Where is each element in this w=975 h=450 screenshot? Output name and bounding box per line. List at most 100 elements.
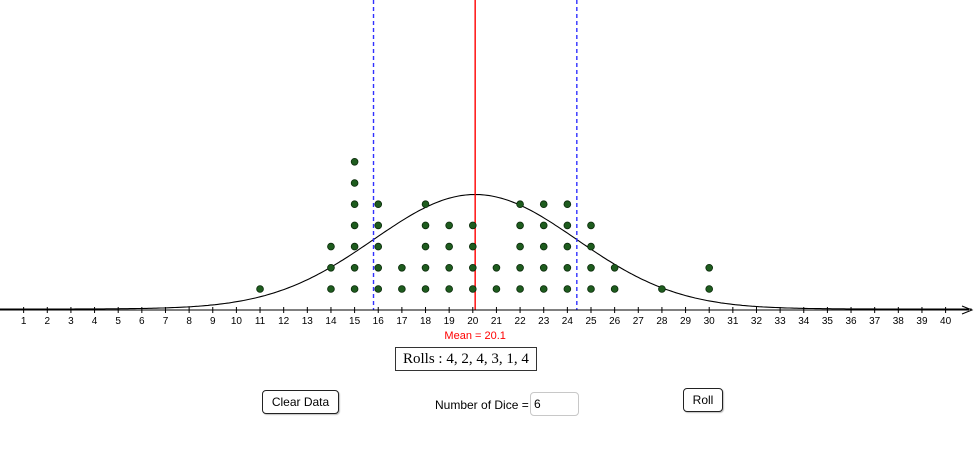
data-dot: [516, 242, 524, 251]
x-tick-label: 3: [68, 316, 74, 327]
x-tick-label: 23: [538, 316, 550, 327]
rolls-display: Rolls : 4, 2, 4, 3, 1, 4: [395, 347, 537, 371]
data-dot: [350, 179, 359, 187]
x-tick-label: 26: [609, 316, 621, 327]
data-dot: [563, 242, 572, 251]
data-dot: [374, 285, 383, 293]
data-dot: [350, 221, 359, 230]
data-dot: [705, 263, 713, 272]
data-dot: [421, 242, 430, 251]
x-tick-label: 21: [491, 316, 503, 327]
data-dot: [516, 200, 524, 209]
x-tick-label: 8: [186, 316, 192, 327]
x-tick-label: 16: [373, 316, 385, 327]
data-dot: [563, 200, 572, 209]
x-tick-label: 39: [916, 316, 928, 327]
data-dot: [374, 200, 383, 209]
number-of-dice-label: Number of Dice =: [435, 398, 529, 412]
data-dot: [492, 285, 501, 293]
x-tick-label: 9: [210, 316, 216, 327]
data-dot: [398, 285, 406, 293]
number-of-dice-input[interactable]: [530, 392, 579, 416]
data-dot: [421, 285, 430, 293]
data-dot: [350, 242, 359, 251]
x-tick-label: 2: [44, 316, 50, 327]
dot-plot-chart: Mean = 20.1 1 2 3 4 5 6 7 8 9 10 11 12 13 14 15 16 17 18 1…: [0, 0, 974, 340]
normal-curve: [0, 193, 972, 310]
data-dot: [445, 263, 453, 272]
x-tick-label: 7: [163, 316, 169, 327]
x-tick-label: 22: [515, 316, 527, 327]
x-tick-label: 33: [775, 316, 787, 327]
clear-data-button[interactable]: Clear Data: [262, 390, 339, 414]
data-dot: [705, 285, 713, 293]
x-tick-label: 40: [940, 316, 952, 327]
x-tick-label: 14: [325, 316, 337, 327]
x-tick-label: 6: [139, 316, 145, 327]
data-dot: [539, 285, 548, 293]
data-dot: [516, 263, 524, 272]
data-dot: [445, 285, 453, 293]
data-dot: [492, 263, 501, 272]
data-dot: [516, 221, 524, 230]
x-tick-label: 30: [704, 316, 716, 327]
data-dot: [563, 263, 572, 272]
data-dot: [350, 285, 359, 293]
x-tick-label: 17: [396, 316, 408, 327]
x-tick-label: 12: [278, 316, 290, 327]
x-tick-label: 24: [562, 316, 574, 327]
data-dot: [587, 221, 595, 230]
x-tick-label: 18: [420, 316, 432, 327]
x-tick-label: 15: [349, 316, 361, 327]
data-dot: [327, 263, 335, 272]
x-tick-label: 35: [822, 316, 834, 327]
x-tick-label: 29: [680, 316, 692, 327]
x-tick-label: 37: [869, 316, 881, 327]
data-dot: [539, 200, 548, 209]
x-tick-label: 28: [656, 316, 668, 327]
x-tick-label: 20: [467, 316, 479, 327]
data-dot: [539, 263, 548, 272]
data-dot: [516, 285, 524, 293]
data-dot: [421, 221, 430, 230]
data-dot: [374, 221, 383, 230]
data-dot: [421, 200, 430, 209]
data-dot: [539, 221, 548, 230]
x-tick-label: 27: [633, 316, 645, 327]
x-tick-label: 11: [255, 316, 266, 327]
data-dot: [610, 263, 619, 272]
mean-label: Mean = 20.1: [444, 330, 505, 340]
data-dot: [327, 285, 335, 293]
data-dot: [350, 263, 359, 272]
data-dot: [421, 263, 430, 272]
data-dot: [563, 285, 572, 293]
data-dot: [587, 285, 595, 293]
x-tick-label: 31: [727, 316, 739, 327]
roll-button[interactable]: Roll: [683, 388, 723, 412]
data-dot: [374, 242, 383, 251]
data-dot: [563, 221, 572, 230]
x-tick-label: 34: [798, 316, 810, 327]
x-tick-label: 36: [845, 316, 857, 327]
data-dot: [445, 221, 453, 230]
data-dot: [587, 242, 595, 251]
x-tick-label: 19: [444, 316, 456, 327]
data-dot: [539, 242, 548, 251]
data-dot: [374, 263, 383, 272]
data-dot: [256, 285, 264, 293]
data-dot: [468, 263, 477, 272]
data-dot: [398, 263, 406, 272]
x-tick-label: 32: [751, 316, 763, 327]
x-tick-label: 25: [585, 316, 597, 327]
data-dot: [350, 200, 359, 209]
data-dot: [468, 285, 477, 293]
data-dot: [658, 285, 666, 293]
x-tick-label: 13: [302, 316, 314, 327]
x-axis-arrow-icon: [961, 305, 974, 315]
data-dot: [587, 263, 595, 272]
data-dot: [610, 285, 619, 293]
data-dot: [468, 242, 477, 251]
data-dot: [445, 242, 453, 251]
data-dot: [468, 221, 477, 230]
x-tick-label: 1: [21, 316, 27, 327]
